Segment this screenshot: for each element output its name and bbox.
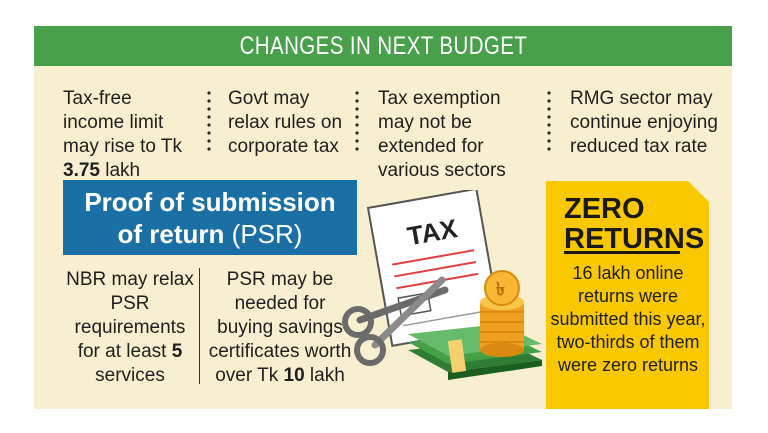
psr-title-line2: of return (PSR): [63, 218, 357, 250]
point-1-suffix: lakh: [99, 160, 141, 181]
psr-point-nbr: NBR may relax PSR requirements for at le…: [64, 268, 196, 388]
dotted-divider: [547, 89, 551, 155]
psr-title-line1: Proof of submission: [84, 186, 336, 217]
point-1-text: Tax-free income limit may rise to Tk: [63, 88, 182, 157]
psr-heading-box: Proof of submission of return (PSR): [63, 180, 357, 255]
page-fold-corner: [688, 181, 709, 202]
psr-point-a-bold: 5: [171, 341, 183, 362]
tax-illustration: TAX ৳: [342, 190, 542, 380]
scissors-icon: [342, 276, 449, 366]
money-stack-icon: [408, 324, 542, 380]
point-tax-exemption: Tax exemption may not be extended for va…: [378, 88, 506, 181]
psr-point-a-suffix: services: [95, 365, 165, 386]
page-title: CHANGES IN NEXT BUDGET: [34, 26, 732, 66]
point-corporate-tax: Govt may relax rules on corporate tax: [228, 88, 343, 157]
point-1-bold: 3.75: [63, 160, 100, 181]
title-text: CHANGES IN NEXT BUDGET: [239, 31, 527, 60]
psr-point-b-text: PSR may be needed for buying savings cer…: [208, 269, 352, 386]
title-underline: [564, 251, 680, 254]
dotted-divider: [207, 89, 211, 155]
psr-point-b-bold: 10: [283, 365, 305, 386]
zero-returns-text: 16 lakh online returns were submitted th…: [550, 263, 706, 375]
dotted-divider: [355, 89, 359, 155]
vertical-divider: [199, 268, 200, 384]
point-tax-free-limit: Tax-free income limit may rise to Tk 3.7…: [63, 87, 198, 183]
coin-stack-icon: ৳: [480, 270, 524, 357]
psr-title-bold: of return: [117, 218, 225, 249]
psr-point-b-suffix: lakh: [304, 365, 345, 386]
zero-title-text: ZERO RETURNS: [564, 193, 705, 255]
psr-abbr: (PSR): [231, 218, 303, 249]
point-rmg-sector: RMG sector may continue enjoying reduced…: [570, 88, 718, 157]
zero-returns-title: ZERO RETURNS: [564, 193, 705, 255]
zero-returns-box: [546, 181, 709, 409]
psr-point-a-text: NBR may relax PSR requirements for at le…: [66, 269, 194, 362]
psr-point-savings: PSR may be needed for buying savings cer…: [205, 268, 355, 388]
taka-symbol: ৳: [496, 279, 505, 300]
